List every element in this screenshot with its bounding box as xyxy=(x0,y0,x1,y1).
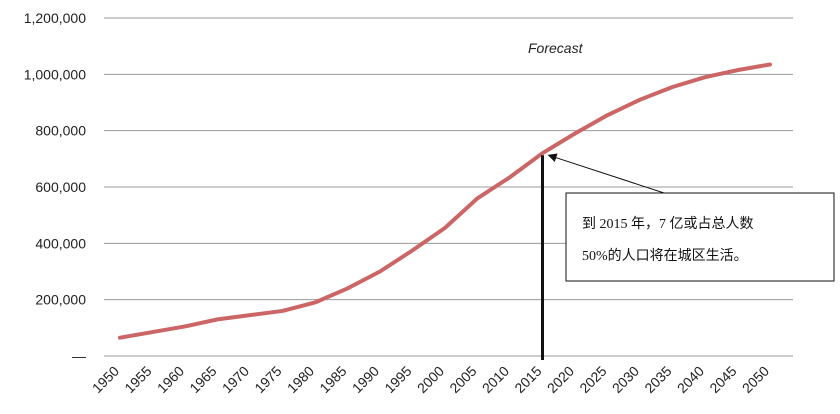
forecast-label: Forecast xyxy=(528,40,584,56)
x-tick-label: 1975 xyxy=(251,363,284,396)
x-tick-label: 2035 xyxy=(641,363,674,396)
annotation-text-line-2: 50%的人口将在城区生活。 xyxy=(582,248,748,264)
x-axis-ticks: 1950 1955 1960 1965 1970 1975 1980 1985 1990 1995… xyxy=(89,363,772,396)
y-tick-label: — xyxy=(72,348,86,364)
x-tick-label: 1960 xyxy=(154,363,187,396)
x-tick-label: 2030 xyxy=(609,363,642,396)
y-tick-label: 1,000,000 xyxy=(24,66,86,82)
x-tick-label: 1990 xyxy=(349,363,382,396)
x-tick-label: 2050 xyxy=(739,363,772,396)
y-tick-label: 800,000 xyxy=(35,123,86,139)
x-tick-label: 2000 xyxy=(414,363,447,396)
gridlines xyxy=(104,17,793,357)
annotation: 到 2015 年，7 亿或占总人数 50%的人口将在城区生活。 xyxy=(541,153,835,360)
series-layer xyxy=(118,62,772,340)
x-tick-label: 1965 xyxy=(186,363,219,396)
x-tick-label: 2040 xyxy=(674,363,707,396)
series-line xyxy=(118,62,772,340)
x-tick-label: 2005 xyxy=(446,363,479,396)
annotation-arrow xyxy=(547,153,665,194)
x-tick-label: 1980 xyxy=(284,363,317,396)
x-tick-label: 2045 xyxy=(706,363,739,396)
y-tick-label: 400,000 xyxy=(35,235,86,251)
y-axis-ticks: — 200,000 400,000 600,000 800,000 1,000,000 1,… xyxy=(24,10,87,364)
y-tick-label: 200,000 xyxy=(35,292,86,308)
x-tick-label: 2020 xyxy=(544,363,577,396)
x-tick-label: 2025 xyxy=(576,363,609,396)
x-tick-label: 1985 xyxy=(316,363,349,396)
x-tick-label: 1995 xyxy=(381,363,414,396)
y-tick-label: 1,200,000 xyxy=(24,10,86,26)
x-tick-label: 1950 xyxy=(89,363,122,396)
annotation-text-line-1: 到 2015 年，7 亿或占总人数 xyxy=(582,216,754,232)
y-tick-label: 600,000 xyxy=(35,179,86,195)
annotation-box xyxy=(565,192,835,282)
x-tick-label: 1955 xyxy=(121,363,154,396)
x-tick-label: 2015 xyxy=(511,363,544,396)
x-tick-label: 1970 xyxy=(219,363,252,396)
x-tick-label: 2010 xyxy=(479,363,512,396)
